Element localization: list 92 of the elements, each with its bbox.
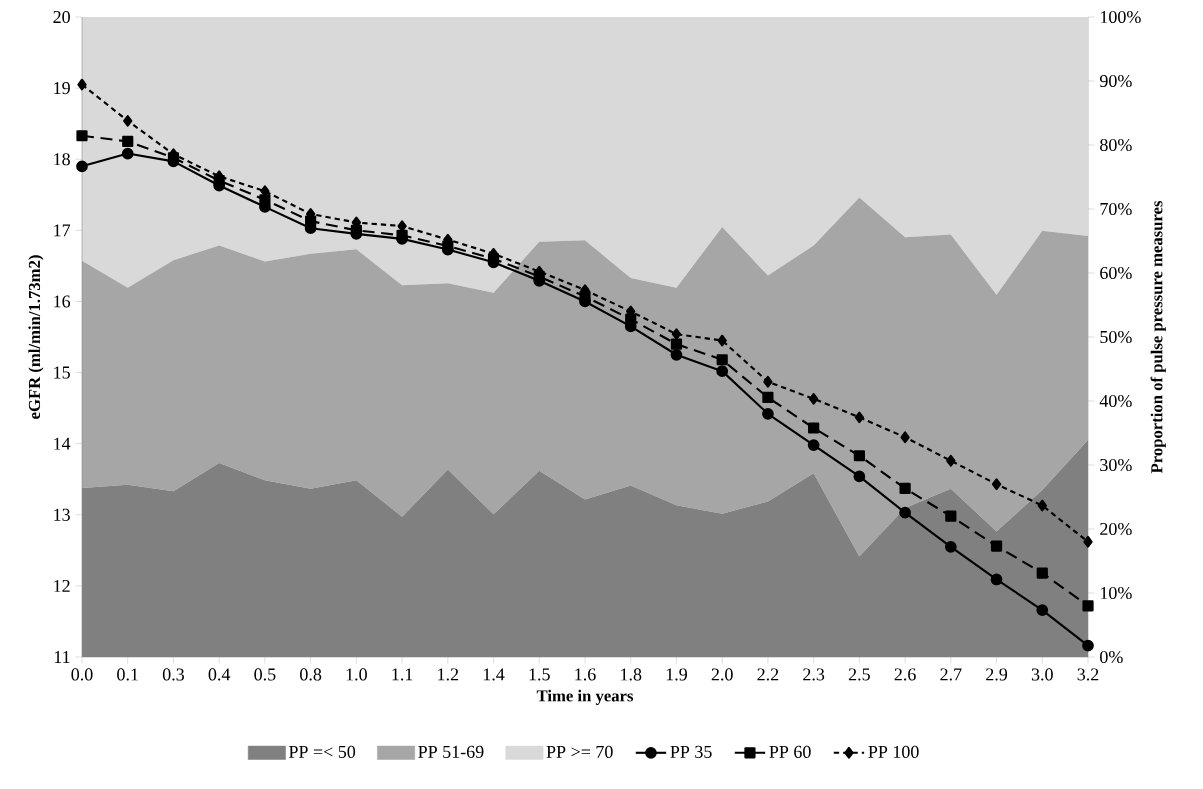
x-tick-label: 2.9 (986, 668, 1008, 681)
x-axis-title: Time in years (536, 689, 634, 705)
legend-label: PP 51-69 (418, 745, 484, 758)
point (762, 391, 774, 404)
point (899, 482, 911, 495)
x-tick-label: 3.0 (1031, 668, 1053, 681)
point (1082, 639, 1094, 652)
y2-tick-label: 10% (1100, 586, 1132, 600)
y2-tick-label: 40% (1099, 394, 1132, 408)
x-tick-label: 0.8 (300, 668, 322, 681)
y-tick-label: 17 (54, 224, 71, 237)
point (76, 160, 88, 173)
x-tick-label: 1.9 (666, 668, 687, 681)
x-tick-label: 2.0 (711, 668, 733, 681)
x-tick-label: 1.0 (346, 668, 367, 681)
point (808, 393, 819, 405)
point (670, 338, 683, 350)
y-tick-label: 15 (54, 366, 70, 379)
legend-label: PP 100 (868, 745, 919, 758)
point (853, 470, 866, 483)
y-tick-label: 13 (54, 508, 70, 521)
point (1082, 600, 1094, 612)
point (350, 224, 362, 236)
x-tick-label: 0.5 (254, 668, 276, 681)
point (990, 573, 1003, 586)
y-tick-label: 12 (54, 579, 70, 592)
point (76, 130, 88, 142)
point (762, 407, 774, 420)
point (944, 540, 957, 553)
point (77, 78, 87, 91)
y2-axis-title: Proportion of pulse pressure measures (1150, 200, 1166, 474)
x-tick-label: 1.5 (529, 668, 550, 681)
x-tick-label: 2.3 (803, 668, 825, 681)
x-tick-label: 1.4 (483, 668, 505, 681)
y-tick-label: 18 (54, 153, 70, 166)
point (853, 450, 865, 462)
x-tick-label: 2.6 (894, 668, 916, 681)
x-tick-label: 1.6 (575, 668, 596, 681)
point (1037, 499, 1047, 512)
y-axis-title: eGFR (ml/min/1.73m2) (28, 255, 44, 419)
point (1083, 535, 1093, 548)
x-tick-label: 0.3 (162, 668, 185, 681)
point (854, 411, 865, 424)
x-tick-label: 3.2 (1077, 668, 1099, 681)
y-tick-label: 16 (54, 295, 71, 308)
point (899, 506, 911, 519)
x-tick-label: 2.2 (757, 668, 779, 681)
point (717, 334, 727, 347)
y-tick-label: 11 (54, 651, 70, 663)
y2-tick-label: 60% (1100, 266, 1132, 280)
point (123, 114, 133, 127)
point (945, 510, 957, 522)
point (1036, 604, 1049, 616)
y2-tick-label: 20% (1100, 522, 1132, 536)
point (670, 348, 683, 361)
x-tick-label: 0.1 (117, 668, 138, 681)
y-tick-label: 19 (54, 82, 70, 95)
x-tick-label: 1.2 (438, 668, 459, 681)
point (259, 194, 271, 206)
point (807, 439, 820, 451)
legend-label: PP 35 (670, 745, 712, 758)
point (625, 313, 637, 325)
point (396, 229, 408, 241)
point (990, 540, 1003, 552)
point (716, 354, 728, 366)
y2-tick-label: 0% (1100, 650, 1123, 664)
point (121, 147, 134, 160)
y2-tick-label: 80% (1100, 138, 1132, 152)
y2-tick-label: 30% (1100, 458, 1132, 472)
point (900, 431, 910, 444)
y-tick-label: 14 (54, 437, 71, 450)
point (808, 422, 820, 434)
y2-tick-label: 70% (1100, 202, 1132, 216)
legend-label: PP >= 70 (546, 745, 613, 758)
x-tick-label: 1.1 (392, 668, 413, 681)
point (991, 478, 1002, 491)
x-tick-label: 2.7 (940, 668, 962, 681)
y2-tick-label: 100% (1100, 10, 1141, 24)
point (122, 135, 134, 148)
x-tick-label: 0.4 (208, 668, 231, 681)
x-tick-label: 2.5 (848, 668, 870, 681)
y2-tick-label: 90% (1099, 74, 1132, 88)
x-tick-label: 1.8 (621, 668, 642, 681)
point (763, 375, 773, 388)
legend-label: PP 60 (769, 745, 811, 758)
legend-label: PP =< 50 (289, 745, 356, 758)
point (716, 365, 729, 378)
y-tick-label: 20 (53, 10, 70, 24)
point (1036, 567, 1048, 579)
x-tick-label: 0.0 (71, 668, 93, 681)
y2-tick-label: 50% (1100, 330, 1132, 344)
point (946, 454, 956, 467)
